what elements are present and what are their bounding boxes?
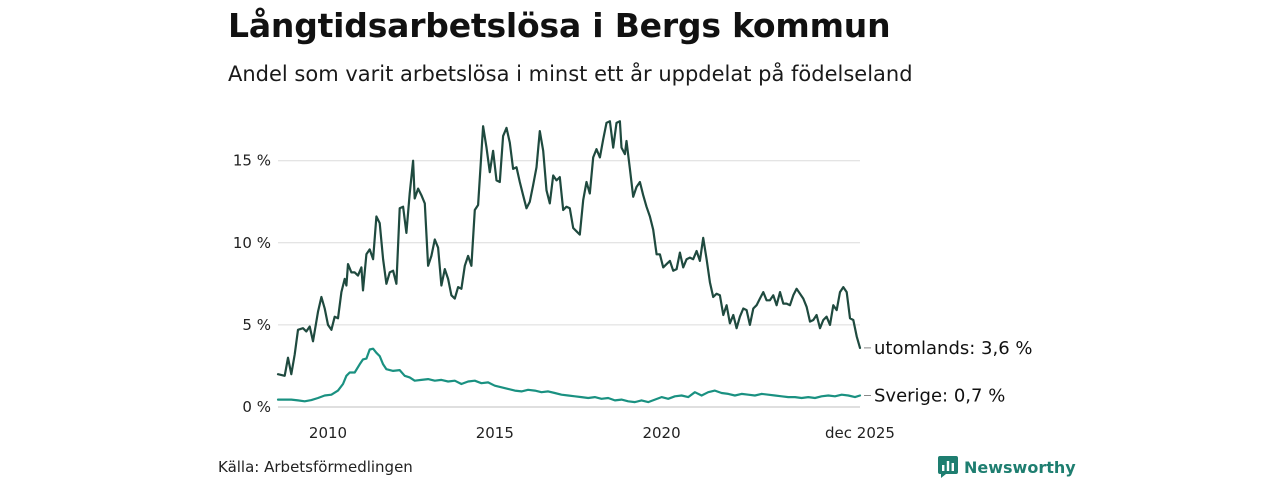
- y-tick-label-2: 10 %: [233, 234, 271, 252]
- y-tick-label-0: 0 %: [242, 398, 271, 416]
- series-line-Sverige: [276, 347, 862, 404]
- y-tick-label-1: 5 %: [242, 316, 271, 334]
- end-label-Sverige: Sverige: 0,7 %: [874, 386, 1005, 407]
- x-tick-label-0: 2010: [309, 424, 347, 442]
- x-tick-label-1: 2015: [476, 424, 514, 442]
- series-line-utomlands: [276, 120, 862, 377]
- x-tick-label-2: 2020: [642, 424, 680, 442]
- brand-name: Newsworthy: [964, 457, 1076, 477]
- brand-logo: Newsworthy: [938, 456, 1076, 478]
- chart-title: Långtidsarbetslösa i Bergs kommun: [228, 6, 891, 45]
- end-label-utomlands: utomlands: 3,6 %: [874, 338, 1033, 359]
- line-chart: 0 % 5 % 10 % 15 % 2010 2015 2020 dec 2025 utoml…: [233, 120, 1033, 442]
- end-labels: utomlands: 3,6 % Sverige: 0,7 %: [864, 338, 1033, 407]
- gridlines: 0 % 5 % 10 % 15 % 2010 2015 2020 dec 2025: [233, 152, 895, 442]
- x-tick-label-3: dec 2025: [825, 424, 895, 442]
- series-lines: [276, 120, 862, 404]
- chart-subtitle: Andel som varit arbetslösa i minst ett å…: [228, 62, 913, 86]
- source-note: Källa: Arbetsförmedlingen: [218, 458, 413, 476]
- y-tick-label-3: 15 %: [233, 152, 271, 170]
- newsworthy-icon: [938, 456, 958, 478]
